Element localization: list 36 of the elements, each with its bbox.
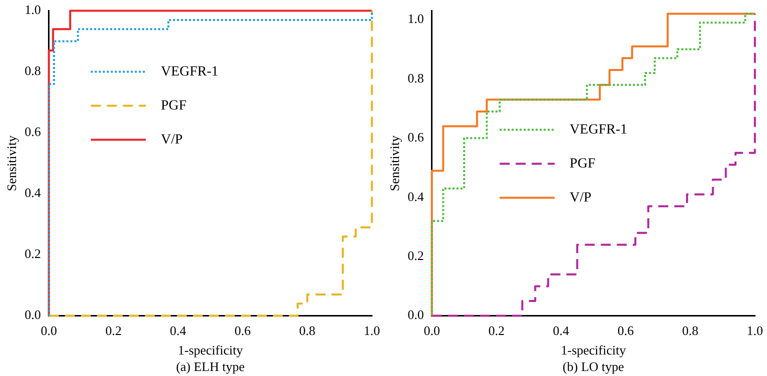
x-axis-title: 1-specificity	[178, 342, 244, 358]
legend-label: VEGFR-1	[160, 64, 218, 80]
x-tick-label: 0.2	[488, 323, 505, 338]
x-tick-label: 0.0	[40, 323, 57, 338]
legend-label: VEGFR-1	[570, 122, 628, 138]
legend-label: V/P	[570, 190, 592, 206]
x-tick-label: 0.6	[234, 323, 252, 338]
x-tick-label: 0.4	[552, 323, 570, 338]
x-axis-title: 1-specificity	[560, 342, 626, 358]
y-tick-label: 0.8	[24, 63, 41, 78]
y-tick-label: 1.0	[408, 11, 424, 26]
x-tick-label: 0.0	[424, 323, 440, 338]
y-tick-label: 0.0	[408, 307, 424, 322]
y-tick-label: 0.6	[24, 124, 42, 140]
y-axis-title: Sensitivity	[387, 134, 402, 192]
x-tick-label: 0.4	[170, 323, 187, 338]
y-tick-label: 0.4	[24, 185, 42, 200]
y-tick-label: 0.2	[408, 248, 424, 263]
y-axis-title: Sensitivity	[4, 134, 20, 192]
x-tick-label: 0.6	[618, 323, 634, 338]
legend-label: PGF	[570, 156, 596, 172]
x-tick-label: 0.8	[299, 323, 316, 338]
text: (a) ELH type	[176, 358, 245, 374]
legend-label: PGF	[160, 98, 187, 114]
y-tick-label: 0.2	[24, 246, 41, 262]
y-tick-label: 0.8	[408, 70, 424, 86]
y-tick-label: 0.0	[24, 307, 41, 322]
x-tick-label: 1.0	[746, 323, 763, 338]
text: (b) LO type	[562, 358, 624, 374]
x-tick-label: 0.2	[105, 323, 122, 338]
x-tick-label: 1.0	[364, 323, 380, 338]
y-tick-label: 0.6	[408, 130, 424, 145]
y-tick-label: 1.0	[24, 2, 41, 18]
y-tick-label: 0.4	[408, 188, 424, 204]
legend-label: V/P	[160, 132, 183, 148]
x-tick-label: 0.8	[682, 323, 698, 338]
